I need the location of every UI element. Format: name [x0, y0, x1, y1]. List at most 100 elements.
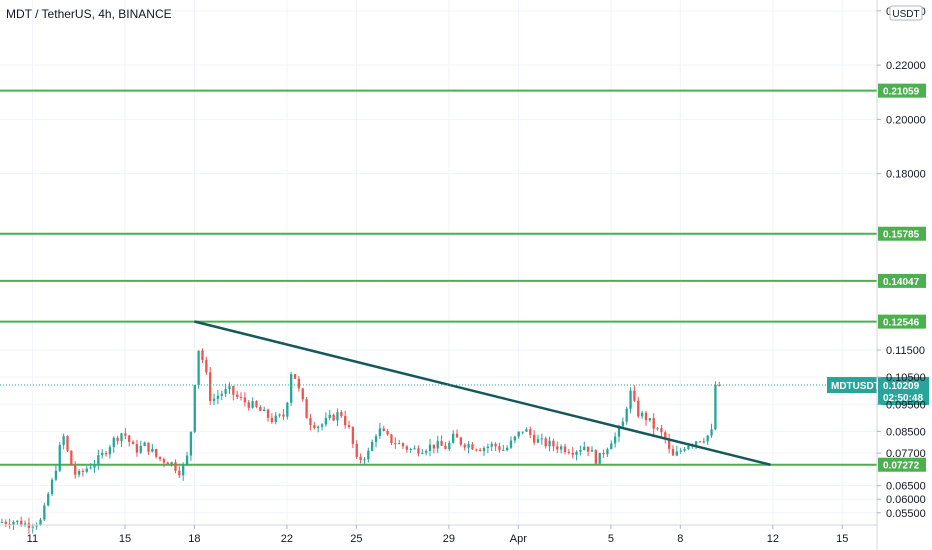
candle-body	[212, 398, 216, 401]
candle-body	[97, 455, 100, 465]
level-tag-label-3: 0.12546	[883, 318, 920, 329]
level-tag-label-2: 0.14047	[883, 277, 920, 288]
candle-body	[43, 505, 46, 520]
candle-body	[432, 444, 436, 449]
candle-body	[166, 462, 169, 465]
level-tag-0	[878, 83, 926, 98]
candle-body	[182, 464, 185, 476]
chart-title: MDT / TetherUS, 4h, BINANCE	[6, 7, 172, 21]
candle-body	[0, 522, 4, 524]
level-tag-label-1: 0.15785	[883, 230, 920, 241]
candle-body	[189, 431, 193, 456]
candle-body	[694, 441, 698, 445]
candle-body	[328, 414, 331, 418]
candle-body	[50, 479, 54, 494]
candle-body	[421, 452, 424, 454]
candle-body	[675, 451, 678, 456]
candle-body	[702, 441, 705, 443]
candle-body	[116, 437, 119, 442]
candle-body	[4, 522, 7, 524]
candle-body	[617, 426, 621, 437]
x-tick-label-7: 5	[608, 533, 614, 545]
candle-body	[532, 434, 536, 443]
descending-trendline[interactable]	[194, 320, 771, 466]
candle-body	[124, 433, 127, 436]
candle-body	[559, 446, 563, 450]
candle-body	[255, 401, 258, 407]
candle-body	[54, 470, 58, 480]
candle-body	[563, 446, 567, 453]
candle-body	[667, 438, 671, 449]
candle-body	[131, 441, 135, 445]
candle-body	[467, 444, 470, 448]
candle-body	[313, 425, 316, 428]
candle-body	[656, 428, 659, 430]
candle-body	[486, 446, 490, 448]
candle-body	[20, 520, 23, 526]
candle-body	[112, 437, 115, 448]
candle-body	[610, 443, 613, 450]
candle-body	[220, 393, 223, 396]
last-price-tag	[878, 377, 929, 406]
candle-body	[147, 442, 150, 452]
candle-body	[74, 465, 77, 475]
candle-body	[475, 449, 478, 451]
candle-body	[478, 449, 482, 451]
candle-body	[143, 442, 146, 446]
candle-body	[347, 425, 351, 428]
candle-body	[332, 414, 335, 421]
y-tick-label-7: 0.08500	[886, 426, 926, 438]
candle-body	[521, 431, 524, 433]
candle-body	[648, 418, 652, 421]
candle-body	[552, 440, 555, 447]
candle-body	[640, 412, 644, 417]
currency-badge	[889, 5, 923, 21]
candle-body	[378, 428, 382, 437]
candle-body	[448, 442, 451, 450]
candle-body	[490, 443, 493, 447]
candle-body	[505, 447, 509, 451]
candle-body	[193, 385, 196, 432]
candle-body	[583, 446, 586, 450]
candle-body	[455, 433, 459, 438]
candle-body	[39, 519, 42, 525]
candle-body	[513, 436, 517, 441]
candle-body	[463, 444, 466, 448]
candle-body	[209, 372, 212, 401]
candle-body	[216, 395, 220, 399]
candle-body	[128, 435, 131, 442]
candle-body	[305, 399, 308, 419]
candle-body	[336, 412, 339, 421]
candle-body	[401, 443, 405, 447]
candle-body	[590, 450, 594, 452]
y-tick-label-1: 0.22000	[886, 60, 926, 72]
candle-body	[309, 418, 312, 426]
level-tag-label-4: 0.07272	[883, 461, 920, 472]
candle-body	[579, 449, 582, 452]
candle-body	[247, 402, 250, 408]
candle-body	[320, 424, 324, 427]
candle-body	[548, 440, 551, 447]
symbol-tag-label: MDTUSDT	[831, 381, 880, 392]
candle-body	[459, 437, 463, 445]
candle-body	[201, 350, 204, 360]
candle-body	[687, 445, 690, 450]
candle-body	[440, 440, 443, 446]
candle-body	[324, 417, 328, 425]
candle-body	[371, 441, 374, 451]
candle-body	[16, 520, 19, 523]
y-tick-label-5: 0.10500	[886, 372, 926, 384]
candle-body	[509, 440, 513, 448]
candle-body	[482, 447, 486, 451]
candle-body	[251, 401, 254, 408]
candle-body	[297, 378, 301, 389]
candle-body	[232, 386, 235, 395]
candle-body	[344, 416, 347, 426]
candle-body	[374, 436, 378, 442]
candle-body	[525, 429, 528, 432]
candle-body	[398, 443, 401, 445]
y-tick-label-2: 0.20000	[886, 114, 926, 126]
candle-body	[70, 450, 73, 466]
candle-body	[629, 390, 632, 409]
